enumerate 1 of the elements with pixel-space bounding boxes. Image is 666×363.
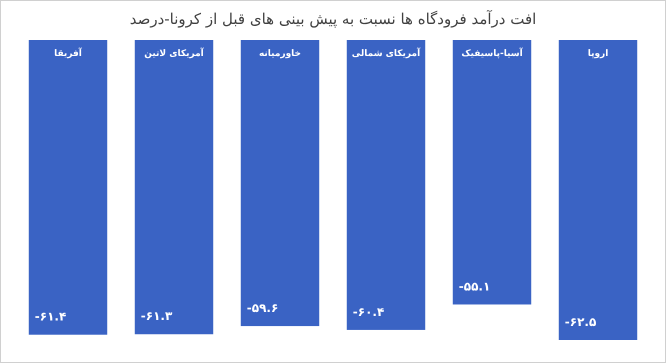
title: افت درآمد فرودگاه ها نسبت به پیش بینی های قبل از کرونا-درصد — [130, 10, 536, 28]
